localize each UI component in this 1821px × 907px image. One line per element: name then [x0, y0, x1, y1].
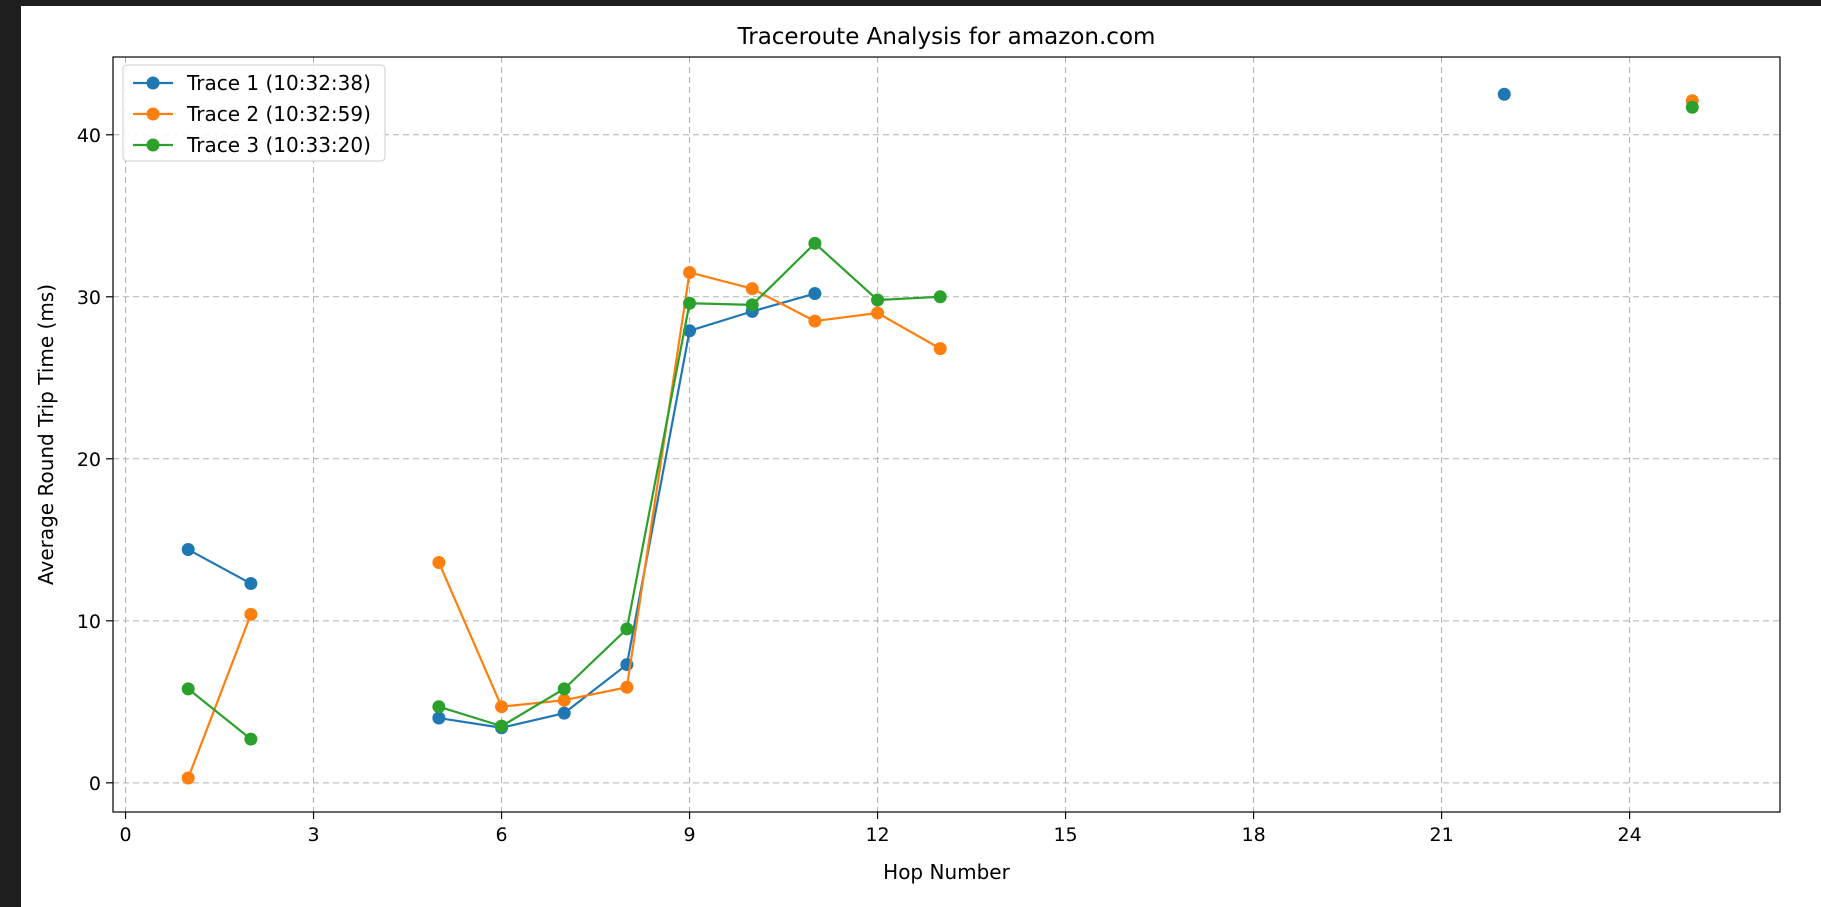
- legend-marker: [146, 107, 160, 121]
- data-point: [1685, 100, 1699, 114]
- legend-marker: [146, 76, 160, 90]
- x-tick-label: 0: [119, 824, 131, 846]
- data-point: [244, 607, 258, 621]
- chart-title: Traceroute Analysis for amazon.com: [737, 24, 1156, 50]
- x-axis-title: Hop Number: [883, 860, 1010, 884]
- series-1: [181, 87, 1511, 735]
- data-point: [933, 290, 947, 304]
- legend-item: Trace 1 (10:32:38): [133, 71, 371, 95]
- series-3: [181, 100, 1699, 746]
- axis-ticks: 0 3 6 9 12 15 18 21 24 0 10 20 30 40: [77, 125, 1642, 846]
- y-tick-label: 30: [77, 287, 101, 309]
- x-tick-label: 9: [684, 824, 696, 846]
- y-axis-title: Average Round Trip Time (ms): [34, 284, 58, 585]
- data-point: [557, 682, 571, 696]
- data-point: [808, 236, 822, 250]
- data-point: [495, 700, 509, 714]
- series-2: [181, 94, 1699, 785]
- series-line: [187, 613, 252, 779]
- data-point: [683, 324, 697, 338]
- y-tick-label: 10: [77, 611, 101, 633]
- data-point: [620, 680, 634, 694]
- data-point: [244, 732, 258, 746]
- data-point: [432, 700, 446, 714]
- data-point: [808, 287, 822, 301]
- series-line: [187, 688, 252, 740]
- x-tick-label: 15: [1053, 824, 1077, 846]
- data-point: [557, 706, 571, 720]
- chart-figure: 0 3 6 9 12 15 18 21 24 0 10 20 30 40 Traceroute Analy…: [21, 6, 1821, 907]
- series-line: [187, 548, 252, 585]
- x-tick-label: 3: [307, 824, 319, 846]
- data-point: [871, 293, 885, 307]
- series-line: [438, 242, 941, 728]
- legend-item: Trace 2 (10:32:59): [133, 102, 371, 126]
- data-point: [745, 298, 759, 312]
- plot-area-border: [112, 56, 1781, 813]
- legend-box: [122, 64, 386, 162]
- data-point: [620, 622, 634, 636]
- legend-label: Trace 2 (10:32:59): [186, 102, 371, 126]
- x-tick-label: 12: [865, 824, 889, 846]
- x-tick-label: 18: [1241, 824, 1265, 846]
- series-group: [181, 87, 1699, 785]
- legend-item: Trace 3 (10:33:20): [133, 133, 371, 157]
- data-point: [808, 314, 822, 328]
- data-point: [745, 282, 759, 296]
- grid: [113, 57, 1780, 812]
- data-point: [244, 577, 258, 591]
- y-tick-label: 0: [89, 773, 101, 795]
- x-tick-label: 6: [496, 824, 508, 846]
- data-point: [871, 306, 885, 320]
- legend-label: Trace 3 (10:33:20): [186, 133, 371, 157]
- data-point: [181, 682, 195, 696]
- data-point: [432, 555, 446, 569]
- data-point: [432, 711, 446, 725]
- data-point: [683, 296, 697, 310]
- data-point: [181, 771, 195, 785]
- data-point: [933, 342, 947, 356]
- data-point: [683, 265, 697, 279]
- data-point: [557, 693, 571, 707]
- legend-marker: [146, 138, 160, 152]
- data-point: [495, 719, 509, 733]
- x-tick-label: 24: [1618, 824, 1642, 846]
- legend-label: Trace 1 (10:32:38): [186, 71, 371, 95]
- data-point: [181, 543, 195, 557]
- y-tick-label: 40: [77, 125, 101, 147]
- chart-canvas: 0 3 6 9 12 15 18 21 24 0 10 20 30 40 Traceroute Analy…: [34, 24, 1781, 884]
- legend: Trace 1 (10:32:38) Trace 2 (10:32:59) Trac…: [122, 64, 386, 162]
- y-tick-label: 20: [77, 449, 101, 471]
- x-tick-label: 21: [1429, 824, 1453, 846]
- data-point: [1497, 87, 1511, 101]
